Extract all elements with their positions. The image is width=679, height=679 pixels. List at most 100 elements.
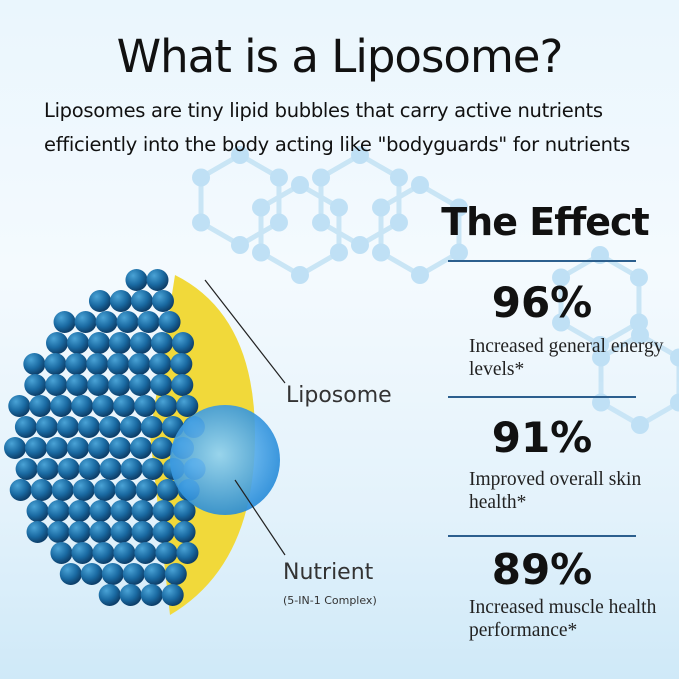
lipid-head (151, 290, 174, 312)
lipid-head (71, 395, 94, 417)
lipid-heads (4, 269, 206, 606)
lipid-head (146, 269, 169, 291)
page-title: What is a Liposome? (116, 30, 564, 83)
lipid-head (65, 353, 88, 375)
lipid-head (135, 479, 158, 501)
effect-heading: The Effect (441, 200, 649, 244)
molecule-node (631, 416, 649, 434)
lipid-head (101, 563, 124, 585)
lipid-head (98, 416, 121, 438)
lipid-head (53, 311, 76, 333)
molecule-node (592, 393, 611, 412)
stat-value: 96% (491, 278, 593, 327)
lipid-head (4, 437, 27, 459)
lipid-head (47, 500, 70, 522)
lipid-head (108, 374, 131, 396)
liposome-label: Liposome (286, 383, 392, 408)
molecule-node (372, 198, 391, 217)
molecule-node (291, 176, 309, 194)
molecule-node (252, 198, 271, 217)
molecule-node (231, 236, 249, 254)
lipid-head (14, 416, 37, 438)
molecule-node (372, 243, 391, 262)
molecule-node (291, 266, 309, 284)
lipid-head (86, 353, 109, 375)
molecule-node (449, 198, 468, 217)
molecule-node (669, 393, 679, 412)
lipid-head (151, 437, 174, 459)
lipid-head (134, 542, 157, 564)
stat-value: 91% (491, 413, 593, 462)
stat-description: Improved overall skin health* (469, 469, 642, 513)
lipid-head (125, 269, 148, 291)
lipid-head (149, 353, 172, 375)
nutrient-core (170, 405, 280, 515)
molecule-node (629, 268, 648, 287)
lipid-head (158, 311, 181, 333)
molecule-node (269, 168, 288, 187)
lipid-head (67, 437, 90, 459)
lipid-head (50, 395, 73, 417)
lipid-head (92, 542, 115, 564)
lipid-head (170, 353, 193, 375)
lipid-head (173, 521, 196, 543)
molecule-node (552, 268, 571, 287)
lipid-head (164, 563, 187, 585)
hexagon-shape (318, 152, 402, 248)
lipid-head (110, 500, 133, 522)
divider (448, 260, 636, 262)
lipid-head (30, 479, 53, 501)
lipid-head (152, 521, 175, 543)
lipid-head (44, 353, 67, 375)
liposome-pointer (204, 279, 286, 384)
lipid-head (46, 332, 68, 354)
lipid-head (134, 395, 157, 417)
lipid-head (89, 500, 112, 522)
molecule-node (411, 176, 429, 194)
lipid-head (98, 584, 121, 606)
nutrient-pointer (234, 479, 286, 556)
lipid-head (122, 563, 145, 585)
lipid-head (140, 416, 163, 438)
lipid-head (119, 584, 142, 606)
lipid-head (152, 500, 175, 522)
molecule-node (389, 168, 408, 187)
lipid-head (88, 437, 111, 459)
molecule-node (312, 213, 331, 232)
molecule-node (389, 213, 408, 232)
lipid-head (15, 458, 38, 480)
lipid-head (78, 458, 101, 480)
stat-description: Increased muscle health performance* (469, 597, 657, 641)
lipid-head (141, 458, 164, 480)
lipid-head (67, 332, 89, 354)
lipid-head (45, 374, 68, 396)
lipid-head (151, 332, 173, 354)
lipid-head (89, 521, 112, 543)
lipid-head (110, 521, 133, 543)
molecule-node (411, 266, 429, 284)
lipid-head (25, 437, 48, 459)
lipid-head (24, 374, 47, 396)
lipid-head (155, 542, 178, 564)
lipid-head (176, 542, 199, 564)
lipid-head (120, 458, 143, 480)
lipid-head (173, 500, 196, 522)
lipid-head (131, 500, 154, 522)
lipid-head (66, 374, 89, 396)
stat-value: 89% (491, 545, 593, 594)
lipid-head (88, 332, 110, 354)
divider (448, 396, 636, 398)
molecule-node (329, 198, 348, 217)
lipid-head (116, 311, 139, 333)
lipid-head (72, 479, 95, 501)
nutrient-sublabel: (5-IN-1 Complex) (283, 594, 377, 607)
lipid-head (99, 458, 122, 480)
molecule-node (552, 313, 571, 332)
lipid-head (50, 542, 73, 564)
lipid-head (171, 374, 194, 396)
lipid-head (57, 458, 80, 480)
lipid-head (87, 374, 110, 396)
lipid-head (130, 332, 152, 354)
lipid-head (77, 416, 100, 438)
divider (448, 535, 636, 537)
